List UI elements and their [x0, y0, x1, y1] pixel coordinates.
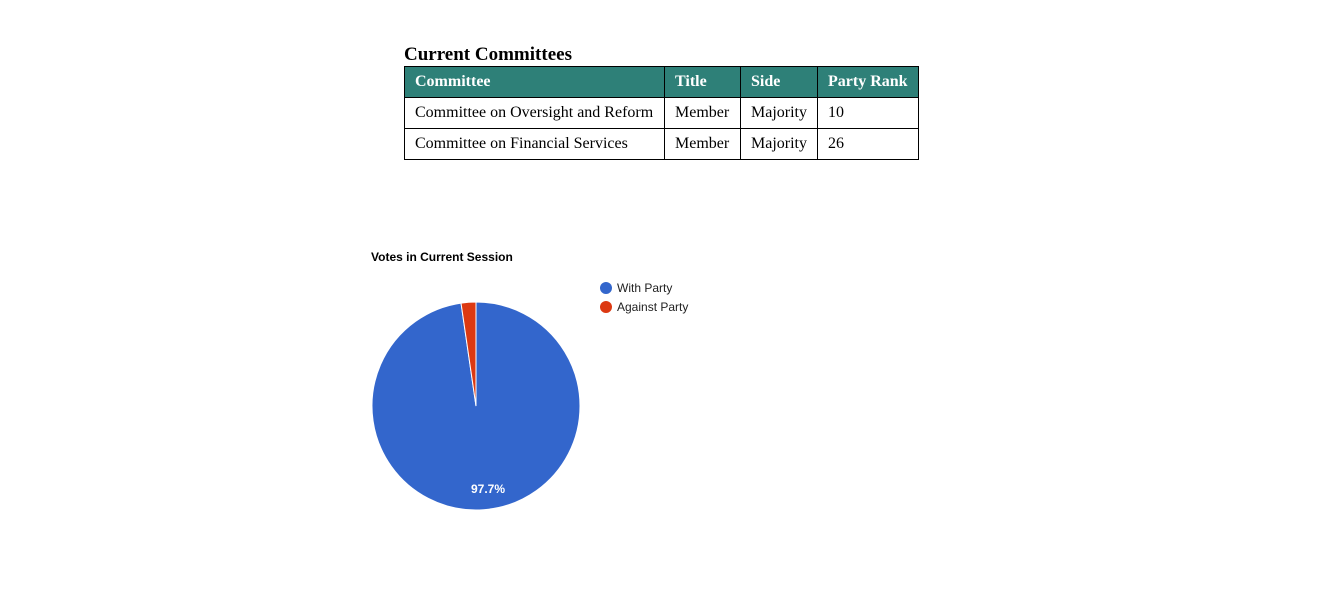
pie-slice-against-party [460, 301, 477, 407]
legend-marker [600, 301, 612, 313]
pie-slices [371, 301, 581, 511]
committees-heading: Current Committees [404, 44, 572, 65]
column-header-party-rank: Party Rank [817, 66, 919, 98]
table-header-row: Committee Title Side Party Rank [404, 66, 919, 98]
pie-slice-label: 97.7% [471, 482, 505, 496]
committees-section: Current Committees Committee Title Side … [404, 44, 919, 160]
column-header-committee: Committee [404, 66, 665, 98]
votes-chart: Votes in Current Session 97.7% With Part… [362, 240, 762, 530]
legend-label: With Party [617, 281, 672, 295]
legend-label: Against Party [617, 300, 688, 314]
cell-committee: Committee on Oversight and Reform [404, 97, 665, 129]
cell-party-rank: 10 [817, 97, 919, 129]
cell-party-rank: 26 [817, 128, 919, 160]
cell-side: Majority [740, 128, 818, 160]
pie-slice-labels: 97.7% [471, 482, 505, 496]
table-row: Committee on Financial Services Member M… [404, 128, 919, 160]
chart-legend: With Party Against Party [600, 281, 688, 314]
cell-title: Member [664, 128, 741, 160]
cell-title: Member [664, 97, 741, 129]
table-row: Committee on Oversight and Reform Member… [404, 97, 919, 129]
column-header-title: Title [664, 66, 741, 98]
pie-chart-svg: Votes in Current Session 97.7% With Part… [371, 250, 688, 511]
committees-table: Committee Title Side Party Rank Committe… [404, 66, 919, 160]
legend-marker [600, 282, 612, 294]
chart-title: Votes in Current Session [371, 250, 513, 264]
cell-side: Majority [740, 97, 818, 129]
cell-committee: Committee on Financial Services [404, 128, 665, 160]
column-header-side: Side [740, 66, 818, 98]
